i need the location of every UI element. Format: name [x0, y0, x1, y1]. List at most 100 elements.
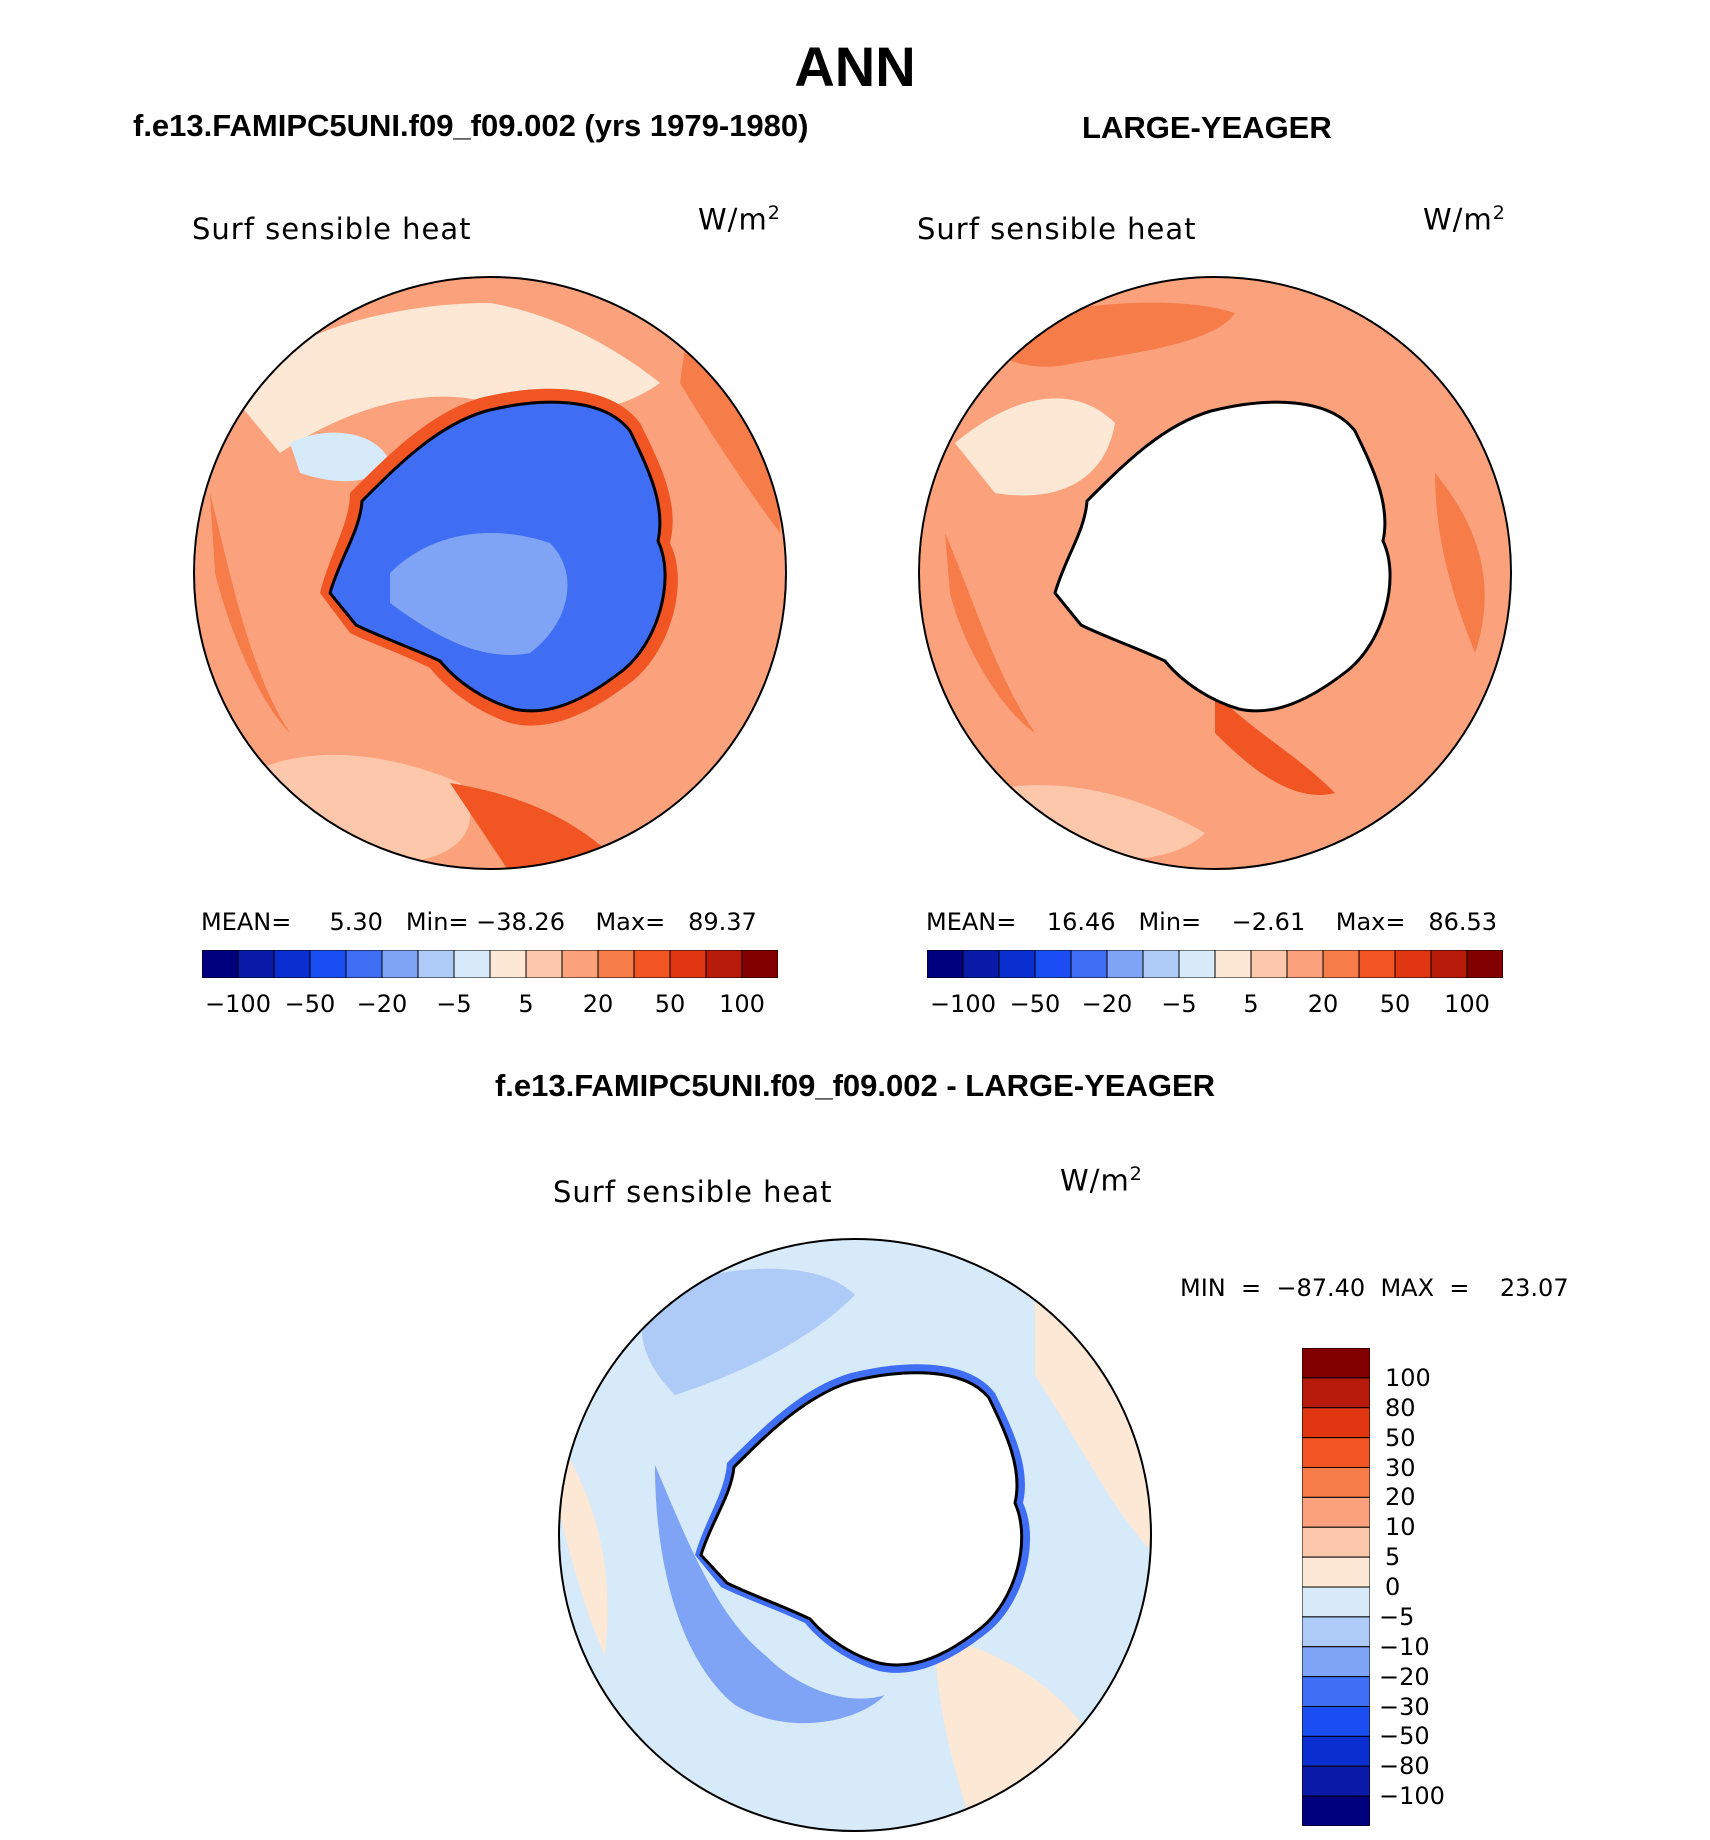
colorbar-box: [927, 950, 964, 978]
colorbar-box: [1358, 950, 1396, 978]
colorbar-tick-label: 5: [1243, 990, 1259, 1018]
diff-panel-header: f.e13.FAMIPC5UNI.f09_f09.002 - LARGE-YEA…: [494, 1068, 1216, 1103]
colorbar-tick-label: −10: [1379, 1632, 1430, 1661]
colorbar-box: [705, 950, 743, 978]
colorbar-tick-label: 50: [1385, 1423, 1416, 1452]
warm-patch-w: [559, 1435, 608, 1655]
colorbar-box: [1430, 950, 1468, 978]
colorbar-box: [597, 950, 635, 978]
coastline: [699, 1371, 1024, 1667]
obs-colorbar-ticks: −100 −50 −20 −5 5 20 50 100: [927, 990, 1503, 1020]
colorbar-tick-label: 5: [1385, 1543, 1401, 1572]
colorbar-box: [1302, 1437, 1370, 1468]
obs-units-label: W/m2: [1423, 202, 1506, 237]
colorbar-tick-label: −20: [356, 990, 408, 1018]
colorbar-box: [998, 950, 1036, 978]
colorbar-tick-label: −100: [1379, 1782, 1445, 1811]
colorbar-box: [237, 950, 275, 978]
colorbar-box: [633, 950, 671, 978]
model-panel-header: f.e13.FAMIPC5UNI.f09_f09.002 (yrs 1979-1…: [133, 108, 809, 143]
pale-zone: [955, 398, 1115, 496]
colorbar-tick-label: 100: [1444, 990, 1490, 1018]
colorbar-box: [1466, 950, 1503, 978]
colorbar-box: [202, 950, 239, 978]
colorbar-tick-label: −30: [1379, 1692, 1430, 1721]
colorbar-tick-label: 100: [719, 990, 765, 1018]
colorbar-box: [1142, 950, 1180, 978]
colorbar-box: [345, 950, 383, 978]
colorbar-box: [962, 950, 1000, 978]
colorbar-tick-label: 20: [1385, 1483, 1416, 1512]
colorbar-tick-label: 80: [1385, 1393, 1416, 1422]
diff-polar-map: [558, 1238, 1152, 1832]
antarctica-mask: [701, 1372, 1022, 1666]
diff-stats: MIN = −87.40 MAX = 23.07: [1180, 1274, 1569, 1302]
colorbar-box: [1214, 950, 1252, 978]
colorbar-box: [1302, 1377, 1370, 1409]
colorbar-box: [1302, 1586, 1370, 1618]
colorbar-box: [1302, 1526, 1370, 1558]
main-title: ANN: [794, 35, 916, 98]
colorbar-tick-label: 20: [1307, 990, 1339, 1018]
colorbar-box: [1302, 1676, 1370, 1707]
colorbar-tick-label: −100: [930, 990, 996, 1018]
colorbar-box: [741, 950, 778, 978]
colorbar-box: [309, 950, 347, 978]
colorbar-box: [1106, 950, 1144, 978]
colorbar-box: [1034, 950, 1072, 978]
map-border: [558, 1238, 1152, 1832]
colorbar-box: [1286, 950, 1324, 978]
colorbar-box: [1394, 950, 1432, 978]
colorbar-tick-label: −5: [436, 990, 472, 1018]
colorbar-box: [561, 950, 599, 978]
cool-patch-sw: [655, 1465, 885, 1724]
colorbar-box: [525, 950, 563, 978]
antarctica-mask: [1055, 402, 1391, 711]
warm-patch-ne: [1035, 1295, 1151, 1555]
colorbar-tick-label: 20: [582, 990, 614, 1018]
colorbar-tick-label: 50: [1379, 990, 1411, 1018]
diff-colorbar: [1302, 1348, 1370, 1826]
colorbar-box: [1302, 1467, 1370, 1498]
colorbar-tick-label: −50: [1009, 990, 1061, 1018]
map-border: [193, 276, 787, 870]
map-border: [918, 276, 1512, 870]
colorbar-box: [453, 950, 491, 978]
obs-colorbar: [927, 950, 1503, 978]
colorbar-box: [1302, 1735, 1370, 1767]
colorbar-tick-label: −20: [1379, 1662, 1430, 1691]
colorbar-tick-label: 30: [1385, 1453, 1416, 1482]
colorbar-box: [1302, 1795, 1370, 1826]
colorbar-box: [1302, 1407, 1370, 1439]
colorbar-box: [1302, 1496, 1370, 1528]
model-colorbar-ticks: −100 −50 −20 −5 5 20 50 100: [202, 990, 778, 1020]
colorbar-tick-label: −5: [1379, 1602, 1415, 1631]
obs-stats: MEAN= 16.46 Min= −2.61 Max= 86.53: [926, 908, 1498, 936]
colorbar-box: [1302, 1556, 1370, 1588]
colorbar-tick-label: −80: [1379, 1752, 1430, 1781]
colorbar-tick-label: −20: [1081, 990, 1133, 1018]
obs-polar-map: [918, 276, 1512, 870]
warm-band-s: [1215, 693, 1335, 795]
colorbar-box: [1322, 950, 1360, 978]
colorbar-box: [1302, 1765, 1370, 1797]
colorbar-box: [273, 950, 311, 978]
colorbar-box: [1070, 950, 1108, 978]
colorbar-tick-label: −5: [1161, 990, 1197, 1018]
cool-patch-n: [641, 1268, 855, 1395]
diff-units-label: W/m2: [1060, 1163, 1143, 1198]
pale-zone: [230, 303, 660, 453]
colorbar-box: [1302, 1706, 1370, 1737]
diff-variable-label: Surf sensible heat: [553, 1175, 833, 1209]
colorbar-tick-label: −50: [1379, 1722, 1430, 1751]
diff-colorbar-ticks: 100 80 50 30 20 10 5 0 −5 −10 −20 −30 −50 −80 −100: [1379, 1348, 1475, 1826]
model-colorbar: [202, 950, 778, 978]
colorbar-box: [489, 950, 527, 978]
colorbar-tick-label: −50: [284, 990, 336, 1018]
model-units-label: W/m2: [698, 202, 781, 237]
colorbar-tick-label: −100: [205, 990, 271, 1018]
model-polar-map: [193, 276, 787, 870]
colorbar-box: [1302, 1348, 1370, 1379]
colorbar-box: [1302, 1646, 1370, 1678]
light-zone: [975, 785, 1205, 860]
